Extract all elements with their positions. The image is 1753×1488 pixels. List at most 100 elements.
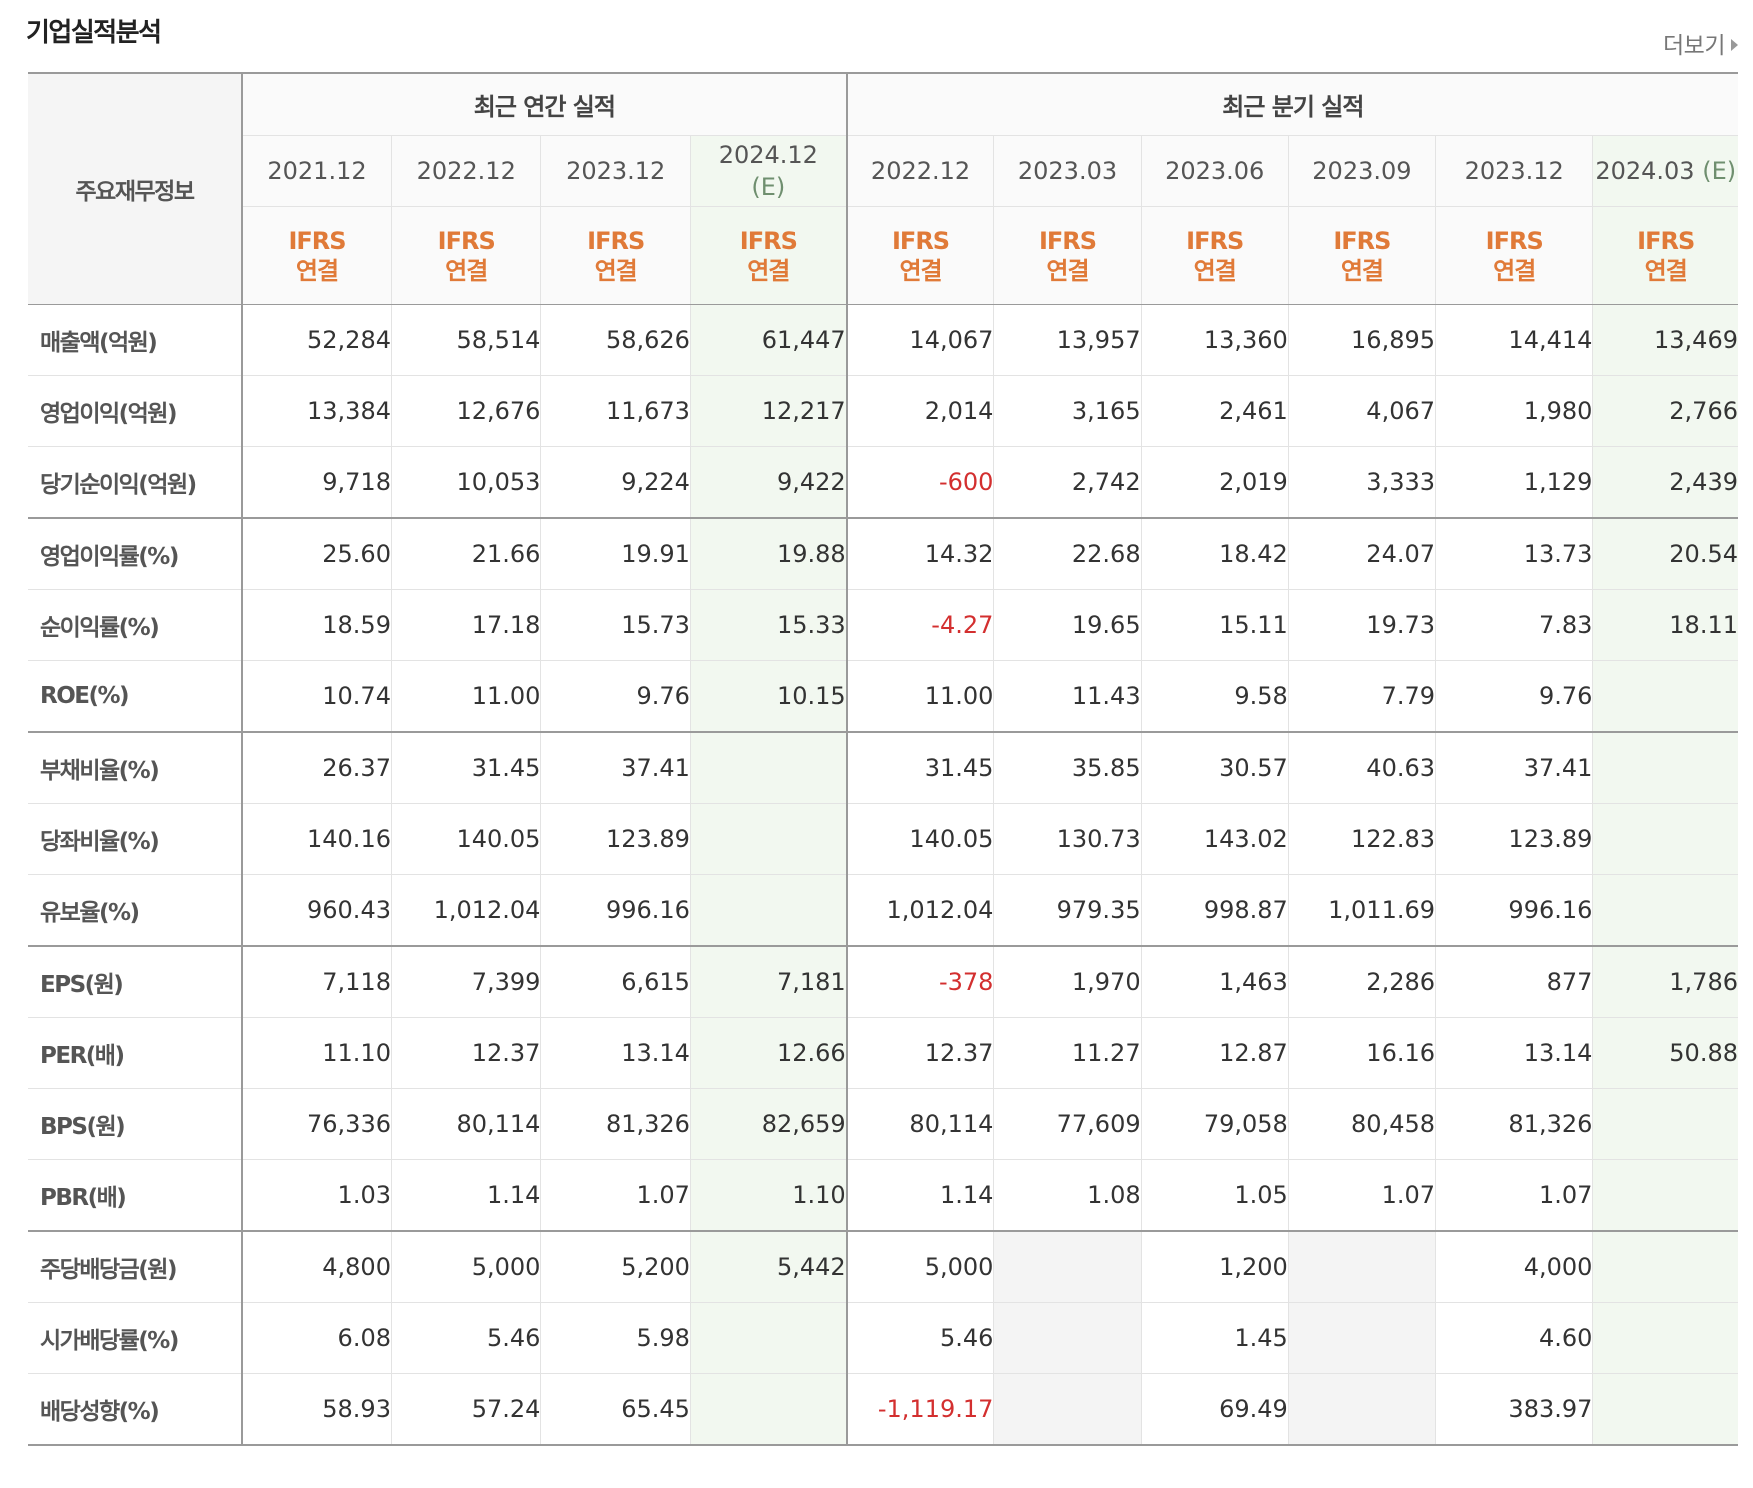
section-header: 기업실적분석 더보기: [26, 12, 1738, 59]
accounting-standard: IFRS: [1186, 226, 1244, 255]
value-cell: 19.91: [540, 517, 691, 590]
value-cell: 123.89: [1435, 803, 1594, 875]
value-cell: 14,067: [846, 304, 995, 376]
value-cell: [1287, 1373, 1437, 1446]
row-label: 유보율(%): [28, 874, 244, 947]
value-cell: 35.85: [993, 731, 1142, 804]
value-cell: 69.49: [1140, 1373, 1289, 1446]
value-cell: 14.32: [846, 517, 995, 590]
value-cell: 80,458: [1287, 1088, 1437, 1160]
consolidation-type: 연결: [1644, 256, 1688, 285]
value-cell: 5.98: [540, 1302, 691, 1374]
period-header-row: 2021.12 2022.12 2023.12 2024.12 (E) 2022.12 20…: [28, 135, 1738, 207]
value-cell: 2,439: [1592, 446, 1738, 519]
value-cell: 5,442: [689, 1230, 848, 1303]
estimate-mark: (E): [751, 173, 786, 201]
row-label: BPS(원): [28, 1088, 244, 1160]
value-cell: 13.14: [540, 1017, 691, 1089]
value-cell: [1592, 660, 1738, 733]
value-cell: 1,011.69: [1287, 874, 1437, 947]
period-label: 2023.12: [566, 157, 666, 185]
value-cell: 1.03: [241, 1159, 392, 1232]
value-cell: 13.14: [1435, 1017, 1594, 1089]
value-cell: 80,114: [390, 1088, 542, 1160]
value-cell: 11.43: [993, 660, 1142, 733]
value-cell: -4.27: [846, 589, 995, 661]
table-row: 당좌비율(%) 140.16 140.05 123.89 140.05 130.73 143…: [28, 803, 1738, 875]
value-cell: 7,181: [689, 945, 848, 1018]
more-label: 더보기: [1663, 33, 1725, 59]
value-cell: [1592, 1159, 1738, 1232]
value-cell: 13.73: [1435, 517, 1594, 590]
value-cell: 1,463: [1140, 945, 1289, 1018]
period-label: 2023.03: [1017, 157, 1118, 185]
value-cell: 5,000: [390, 1230, 542, 1303]
value-cell: 998.87: [1140, 874, 1289, 947]
value-cell: [993, 1302, 1142, 1374]
value-cell: 6,615: [540, 945, 691, 1018]
row-label: 영업이익(억원): [28, 375, 244, 447]
row-label: 당좌비율(%): [28, 803, 244, 875]
value-cell: 1,786: [1592, 945, 1738, 1018]
value-cell: 37.41: [540, 731, 691, 804]
accounting-standard: IFRS: [1333, 226, 1391, 255]
value-cell: 12.37: [846, 1017, 995, 1089]
value-cell: -1,119.17: [846, 1373, 995, 1446]
row-label: 시가배당률(%): [28, 1302, 244, 1374]
value-cell: 82,659: [689, 1088, 848, 1160]
value-cell: 12.87: [1140, 1017, 1289, 1089]
period-label: 2022.12: [870, 157, 971, 185]
value-cell: 14,414: [1435, 304, 1594, 376]
period-header: 2022.12: [390, 135, 542, 207]
value-cell: 5,000: [846, 1230, 995, 1303]
consolidation-type: 연결: [1046, 256, 1089, 285]
value-cell: -378: [846, 945, 995, 1018]
value-cell: 81,326: [1435, 1088, 1594, 1160]
value-cell: 1,012.04: [846, 874, 995, 947]
value-cell: 11.27: [993, 1017, 1142, 1089]
value-cell: 9.58: [1140, 660, 1289, 733]
value-cell: 31.45: [846, 731, 995, 804]
period-header: 2023.09: [1287, 135, 1437, 207]
table-row: PER(배) 11.10 12.37 13.14 12.66 12.37 11.27 12.8…: [28, 1017, 1738, 1089]
table-row: 유보율(%) 960.43 1,012.04 996.16 1,012.04 979.35…: [28, 874, 1738, 947]
accounting-standard: IFRS: [1485, 226, 1544, 255]
consolidation-type: 연결: [899, 256, 942, 285]
value-cell: 18.11: [1592, 589, 1738, 661]
more-link[interactable]: 더보기: [1663, 26, 1738, 60]
value-cell: 1.45: [1140, 1302, 1289, 1374]
period-header: 2023.12: [540, 135, 691, 207]
value-cell: 19.88: [689, 517, 848, 590]
accounting-standard: IFRS: [288, 226, 346, 255]
value-cell: 2,461: [1140, 375, 1289, 447]
value-cell: 1,012.04: [390, 874, 542, 947]
period-label: 2023.09: [1312, 157, 1412, 185]
value-cell: 65.45: [540, 1373, 691, 1446]
value-cell: [993, 1230, 1142, 1303]
value-cell: -600: [846, 446, 995, 519]
value-cell: 123.89: [540, 803, 691, 875]
accounting-standard-header: IFRS 연결: [540, 206, 691, 305]
value-cell: 1.10: [689, 1159, 848, 1232]
table-row: 시가배당률(%) 6.08 5.46 5.98 5.46 1.45 4.60: [28, 1302, 1738, 1374]
value-cell: [1287, 1230, 1437, 1303]
table-row: 영업이익률(%) 25.60 21.66 19.91 19.88 14.32 22.68 18…: [28, 517, 1738, 590]
value-cell: [1592, 1088, 1738, 1160]
value-cell: 11,673: [540, 375, 691, 447]
table-row: BPS(원) 76,336 80,114 81,326 82,659 80,114 77,6…: [28, 1088, 1738, 1160]
financial-summary-table: 주요재무정보 최근 연간 실적 최근 분기 실적 2021.12 2022.12 2…: [28, 72, 1738, 1446]
period-header: 2022.12: [846, 135, 995, 207]
consolidation-type: 연결: [1340, 256, 1384, 285]
value-cell: 16.16: [1287, 1017, 1437, 1089]
value-cell: 4.60: [1435, 1302, 1594, 1374]
value-cell: 25.60: [241, 517, 392, 590]
accounting-standard-header: IFRS 연결: [1287, 206, 1437, 305]
value-cell: 4,000: [1435, 1230, 1594, 1303]
value-cell: 58,514: [390, 304, 542, 376]
value-cell: [689, 803, 848, 875]
value-cell: 140.16: [241, 803, 392, 875]
value-cell: [1287, 1302, 1437, 1374]
value-cell: 7.83: [1435, 589, 1594, 661]
row-label: ROE(%): [28, 660, 244, 733]
accounting-standard-header: IFRS 연결: [390, 206, 542, 305]
